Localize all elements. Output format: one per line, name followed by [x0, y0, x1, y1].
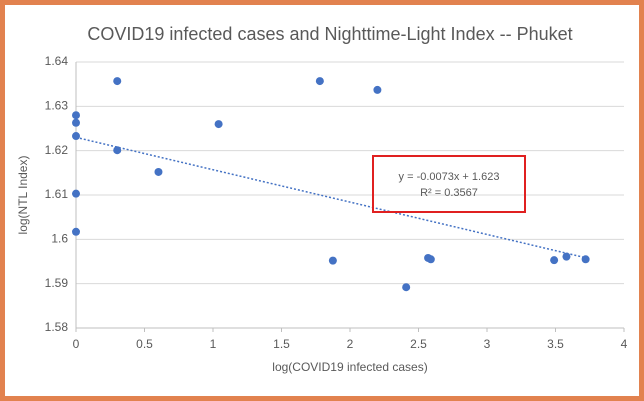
y-tick-label: 1.63	[45, 99, 69, 113]
data-point	[72, 132, 80, 141]
x-tick-label: 2.5	[410, 337, 427, 351]
y-tick-label: 1.58	[45, 320, 69, 334]
data-point	[72, 118, 80, 127]
data-point	[562, 252, 571, 261]
y-axis-label: log(NTL Index)	[16, 156, 30, 235]
data-point	[214, 120, 223, 129]
chart-title: COVID19 infected cases and Nighttime-Lig…	[87, 24, 572, 44]
annotation-box	[372, 155, 526, 213]
y-tick-label: 1.61	[45, 187, 69, 201]
y-tick-label: 1.62	[45, 143, 69, 157]
trend-r2: R² = 0.3567	[420, 187, 478, 199]
data-point	[154, 167, 163, 176]
data-point	[373, 85, 382, 94]
trend-equation: y = -0.0073x + 1.623	[399, 171, 500, 183]
y-tick-label: 1.59	[45, 276, 69, 290]
x-tick-label: 0.5	[136, 337, 153, 351]
data-point	[72, 189, 80, 198]
data-point	[328, 256, 337, 265]
x-tick-label: 0	[73, 337, 80, 351]
data-point	[402, 283, 411, 292]
data-point	[72, 227, 80, 236]
data-point	[426, 255, 435, 264]
data-point	[315, 77, 324, 86]
data-point	[550, 256, 559, 265]
data-point	[113, 146, 122, 155]
x-tick-label: 3	[484, 337, 491, 351]
y-tick-label: 1.6	[51, 232, 68, 246]
x-tick-label: 2	[347, 337, 354, 351]
trendline	[75, 136, 586, 259]
x-axis-label: log(COVID19 infected cases)	[272, 360, 427, 374]
data-point	[113, 77, 122, 86]
data-point	[581, 255, 590, 264]
x-tick-label: 1.5	[273, 337, 290, 351]
data-point	[72, 111, 80, 120]
x-tick-label: 3.5	[547, 337, 564, 351]
x-tick-label: 1	[210, 337, 217, 351]
y-tick-label: 1.64	[45, 54, 69, 68]
plot-area: 1.58 1.59 1.6 1.61 1.62 1.63 1.64 0 0.5 1 1.5 2 2.5 3…	[45, 54, 628, 351]
x-tick-label: 4	[621, 337, 628, 351]
